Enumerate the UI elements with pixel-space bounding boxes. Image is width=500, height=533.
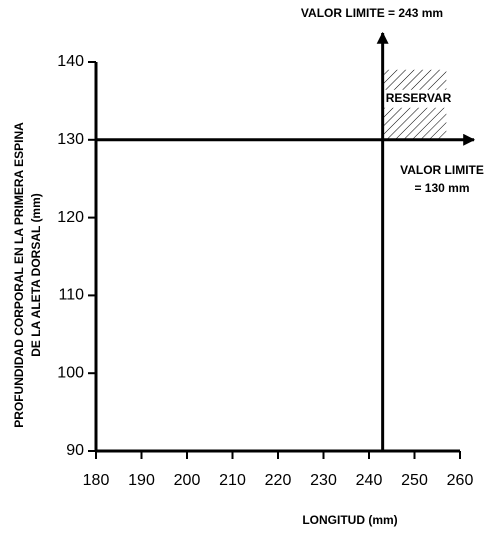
x-tick-label: 210 [219,472,246,489]
hline-label: = 130 mm [414,181,469,195]
y-axis-label: DE LA ALETA DORSAL (mm) [29,193,43,357]
y-tick-label: 130 [57,131,84,148]
reserve-label-bg [376,89,453,108]
x-tick-label: 220 [265,472,292,489]
y-tick-label: 100 [57,364,84,381]
y-tick-label: 120 [57,209,84,226]
x-axis-label: LONGITUD (mm) [302,513,397,527]
y-axis-label: PROFUNDIDAD CORPORAL EN LA PRIMERA ESPIN… [12,122,26,428]
x-tick-label: 180 [83,472,110,489]
x-tick-label: 260 [447,472,474,489]
x-tick-label: 200 [174,472,201,489]
y-tick-label: 140 [57,53,84,70]
vline-label: VALOR LIMITE = 243 mm [301,6,443,20]
x-tick-label: 230 [310,472,337,489]
x-tick-label: 190 [128,472,155,489]
x-tick-label: 250 [401,472,428,489]
y-tick-label: 90 [66,442,84,459]
hline-label: VALOR LIMITE [400,163,484,177]
reserve-label: RESERVAR [386,91,452,105]
x-tick-label: 240 [356,472,383,489]
y-tick-label: 110 [58,287,84,304]
